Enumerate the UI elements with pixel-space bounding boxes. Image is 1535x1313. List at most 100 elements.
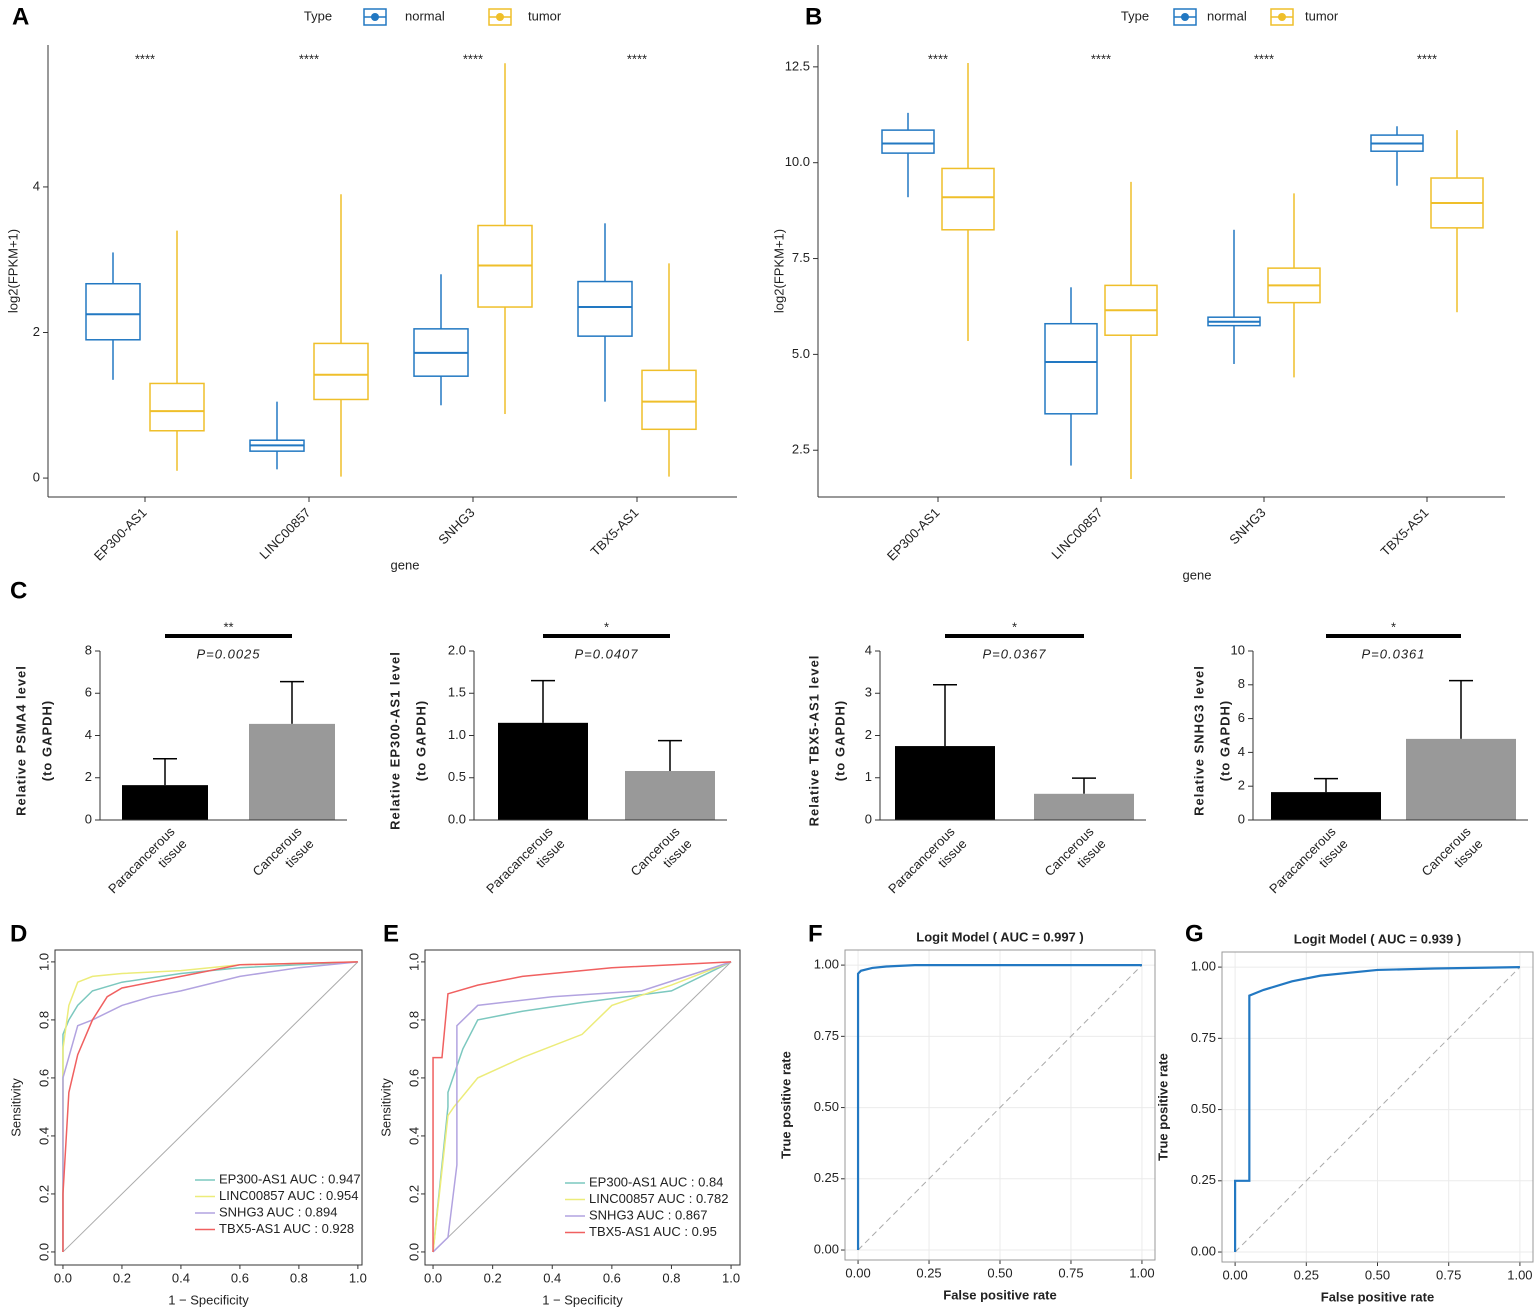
significance: **** bbox=[1417, 51, 1437, 66]
x-tick-label: 0.25 bbox=[916, 1265, 941, 1280]
y-tick-label: 0.25 bbox=[1191, 1172, 1216, 1187]
y-tick-label: 3 bbox=[865, 685, 872, 700]
legend-swatch bbox=[371, 13, 379, 21]
y-tick-label: 0.6 bbox=[36, 1069, 51, 1087]
y-tick-label: 8 bbox=[1238, 676, 1245, 691]
legend-swatch bbox=[1278, 13, 1286, 21]
y-tick-label: 0.75 bbox=[1191, 1030, 1216, 1045]
box bbox=[641, 369, 697, 431]
box bbox=[1044, 322, 1098, 415]
y-axis-label: True positive rate bbox=[1155, 1053, 1170, 1161]
y-tick-label: 0.8 bbox=[36, 1011, 51, 1029]
x-tick-label: 0.25 bbox=[1294, 1267, 1319, 1282]
chart-title: Logit Model ( AUC = 0.939 ) bbox=[1294, 931, 1461, 946]
y-axis-label: True positive rate bbox=[778, 1051, 793, 1159]
significance: * bbox=[1012, 619, 1017, 634]
y-tick-label: 0.8 bbox=[406, 1011, 421, 1029]
y-axis-label-line: (to GAPDH) bbox=[1217, 700, 1232, 782]
chart-title: Logit Model ( AUC = 0.997 ) bbox=[916, 929, 1083, 944]
y-tick-label: 0.5 bbox=[448, 769, 466, 784]
y-tick-label: 0 bbox=[85, 811, 92, 826]
panel-letter: D bbox=[10, 920, 27, 947]
significance: **** bbox=[928, 51, 948, 66]
x-tick-label: 0.75 bbox=[1058, 1265, 1083, 1280]
p-value: P=0.0025 bbox=[196, 646, 260, 661]
x-tick-label: 0.4 bbox=[172, 1270, 190, 1285]
box bbox=[85, 282, 141, 341]
y-tick-label: 1.00 bbox=[814, 957, 839, 972]
x-axis-label: False positive rate bbox=[943, 1287, 1056, 1302]
roc-curve bbox=[1234, 966, 1520, 1253]
x-tick-label: SNHG3 bbox=[435, 505, 477, 547]
significance: **** bbox=[463, 51, 483, 66]
x-tick-label: 1.00 bbox=[1507, 1267, 1532, 1282]
x-axis-label: 1 − Specificity bbox=[168, 1292, 249, 1307]
y-axis-label-line: Relative EP300-AS1 level bbox=[387, 651, 402, 830]
x-tick-label: 0.2 bbox=[113, 1270, 131, 1285]
significance: * bbox=[604, 619, 609, 634]
y-axis-label-line: Relative SNHG3 level bbox=[1191, 665, 1206, 816]
legend-label: SNHG3 AUC : 0.867 bbox=[589, 1207, 708, 1222]
y-tick-label: 0.2 bbox=[406, 1185, 421, 1203]
roc-curve bbox=[432, 961, 732, 1253]
y-tick-label: 0.75 bbox=[814, 1028, 839, 1043]
bar bbox=[1271, 792, 1381, 820]
panel-letter: A bbox=[12, 3, 29, 30]
bar bbox=[249, 723, 335, 820]
panel-letter: F bbox=[808, 920, 823, 947]
significance: * bbox=[1391, 619, 1396, 634]
x-tick-label: 0.2 bbox=[484, 1270, 502, 1285]
significance: **** bbox=[1091, 51, 1111, 66]
legend-label: LINC00857 AUC : 0.954 bbox=[219, 1188, 358, 1203]
x-tick-label: 0.50 bbox=[1365, 1267, 1390, 1282]
legend-label: LINC00857 AUC : 0.782 bbox=[589, 1191, 728, 1206]
legend-label: TBX5-AS1 AUC : 0.95 bbox=[589, 1224, 717, 1239]
y-axis-label: log2(FPKM+1) bbox=[771, 229, 786, 313]
x-tick-label: 1.00 bbox=[1129, 1265, 1154, 1280]
y-tick-label: 0 bbox=[1238, 811, 1245, 826]
y-tick-label: 6 bbox=[85, 685, 92, 700]
y-tick-label: 2 bbox=[33, 324, 40, 339]
p-value: P=0.0407 bbox=[574, 646, 638, 661]
legend-title: Type bbox=[1121, 8, 1149, 23]
box bbox=[577, 280, 633, 337]
legend-swatch bbox=[496, 13, 504, 21]
x-tick-label: 0.4 bbox=[543, 1270, 561, 1285]
roc-curve bbox=[856, 964, 1142, 1251]
roc-curve bbox=[62, 961, 358, 1252]
panel-letter: C bbox=[10, 577, 27, 604]
y-tick-label: 12.5 bbox=[785, 58, 810, 73]
y-tick-label: 0.00 bbox=[814, 1241, 839, 1256]
y-tick-label: 4 bbox=[33, 178, 40, 193]
x-tick-label: 0.0 bbox=[424, 1270, 442, 1285]
box bbox=[941, 167, 995, 231]
y-axis-label: Relative TBX5-AS1 level (to GAPDH) bbox=[806, 655, 847, 827]
y-tick-label: 4 bbox=[85, 727, 92, 742]
roc-curve bbox=[432, 961, 732, 1253]
x-axis-label: gene bbox=[391, 557, 420, 572]
x-tick-label: 0.00 bbox=[845, 1265, 870, 1280]
y-tick-label: 6 bbox=[1238, 710, 1245, 725]
box bbox=[149, 382, 205, 432]
x-tick-label: 0.75 bbox=[1436, 1267, 1461, 1282]
legend-swatch bbox=[1181, 13, 1189, 21]
x-tick-label: 0.6 bbox=[603, 1270, 621, 1285]
legend-title: Type bbox=[304, 8, 332, 23]
y-tick-label: 2 bbox=[85, 769, 92, 784]
y-tick-label: 0.25 bbox=[814, 1170, 839, 1185]
plot-frame bbox=[424, 949, 741, 1266]
y-tick-label: 1.0 bbox=[36, 953, 51, 971]
y-axis-label-line: Relative PSMA4 level bbox=[13, 665, 28, 816]
y-tick-label: 2.5 bbox=[792, 442, 810, 457]
significance: **** bbox=[135, 51, 155, 66]
y-tick-label: 1.0 bbox=[406, 953, 421, 971]
y-tick-label: 0.0 bbox=[406, 1243, 421, 1261]
legend-label: TBX5-AS1 AUC : 0.928 bbox=[219, 1221, 354, 1236]
